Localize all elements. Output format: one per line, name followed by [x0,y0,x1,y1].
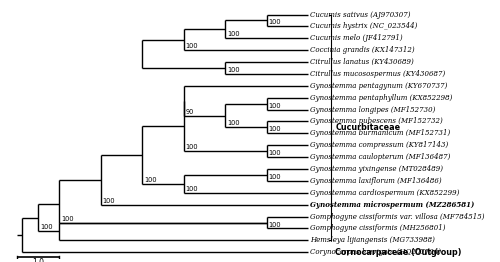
Text: Coccinia grandis (KX147312): Coccinia grandis (KX147312) [310,46,415,54]
Text: Gynostemma compressum (KY817143): Gynostemma compressum (KY817143) [310,141,448,149]
Text: Gynostemma longipes (MF152730): Gynostemma longipes (MF152730) [310,106,436,114]
Text: Gomphogyne cissiformis (MH256801): Gomphogyne cissiformis (MH256801) [310,225,446,232]
Text: 100: 100 [186,144,198,150]
Text: 100: 100 [61,216,74,222]
Text: Corynocarpus laevigata (HQ207704): Corynocarpus laevigata (HQ207704) [310,248,441,256]
Text: 100: 100 [186,186,198,192]
Text: Gynostemma pentagynum (KY670737): Gynostemma pentagynum (KY670737) [310,82,448,90]
Text: Gynostemma microspermum (MZ286581): Gynostemma microspermum (MZ286581) [310,201,474,209]
Text: Gynostemma yixingense (MT028489): Gynostemma yixingense (MT028489) [310,165,443,173]
Text: 100: 100 [144,177,156,183]
Text: Cucumis sativus (AJ970307): Cucumis sativus (AJ970307) [310,10,410,19]
Text: 100: 100 [40,225,53,231]
Text: Cucurbitaceae: Cucurbitaceae [335,123,400,132]
Text: 100: 100 [268,19,281,25]
Text: 100: 100 [227,67,240,73]
Text: 100: 100 [102,198,115,204]
Text: 100: 100 [186,43,198,49]
Text: 100: 100 [268,127,281,132]
Text: 100: 100 [227,31,240,37]
Text: Hemsleya lijiangensis (MG733988): Hemsleya lijiangensis (MG733988) [310,236,435,244]
Text: 100: 100 [268,174,281,180]
Text: 100: 100 [268,103,281,109]
Text: 100: 100 [268,150,281,156]
Text: Gomphogyne cissiformis var. villosa (MF784515): Gomphogyne cissiformis var. villosa (MF7… [310,212,484,221]
Text: Gynostemma pubescens (MF152732): Gynostemma pubescens (MF152732) [310,117,443,125]
Text: Gynostemma laxiflorum (MF136486): Gynostemma laxiflorum (MF136486) [310,177,442,185]
Text: Gynostemma pentaphyllum (KX852298): Gynostemma pentaphyllum (KX852298) [310,94,452,102]
Text: Cornocarpaceae (Outgroup): Cornocarpaceae (Outgroup) [335,248,462,257]
Text: Citrullus lanatus (KY430689): Citrullus lanatus (KY430689) [310,58,414,66]
Text: 100: 100 [227,121,240,127]
Text: 100: 100 [268,222,281,227]
Text: Gynostemma cardiospermum (KX852299): Gynostemma cardiospermum (KX852299) [310,189,460,197]
Text: Gynostemma caulopterum (MF136487): Gynostemma caulopterum (MF136487) [310,153,450,161]
Text: Cucumis melo (JF412791): Cucumis melo (JF412791) [310,34,403,42]
Text: Cucumis hystrix (NC_023544): Cucumis hystrix (NC_023544) [310,22,418,30]
Text: 90: 90 [186,108,194,114]
Text: Gynostemma burmanicum (MF152731): Gynostemma burmanicum (MF152731) [310,129,450,137]
Text: Citrullus mucosospermus (KY430687): Citrullus mucosospermus (KY430687) [310,70,446,78]
Text: 1.0: 1.0 [32,258,44,262]
